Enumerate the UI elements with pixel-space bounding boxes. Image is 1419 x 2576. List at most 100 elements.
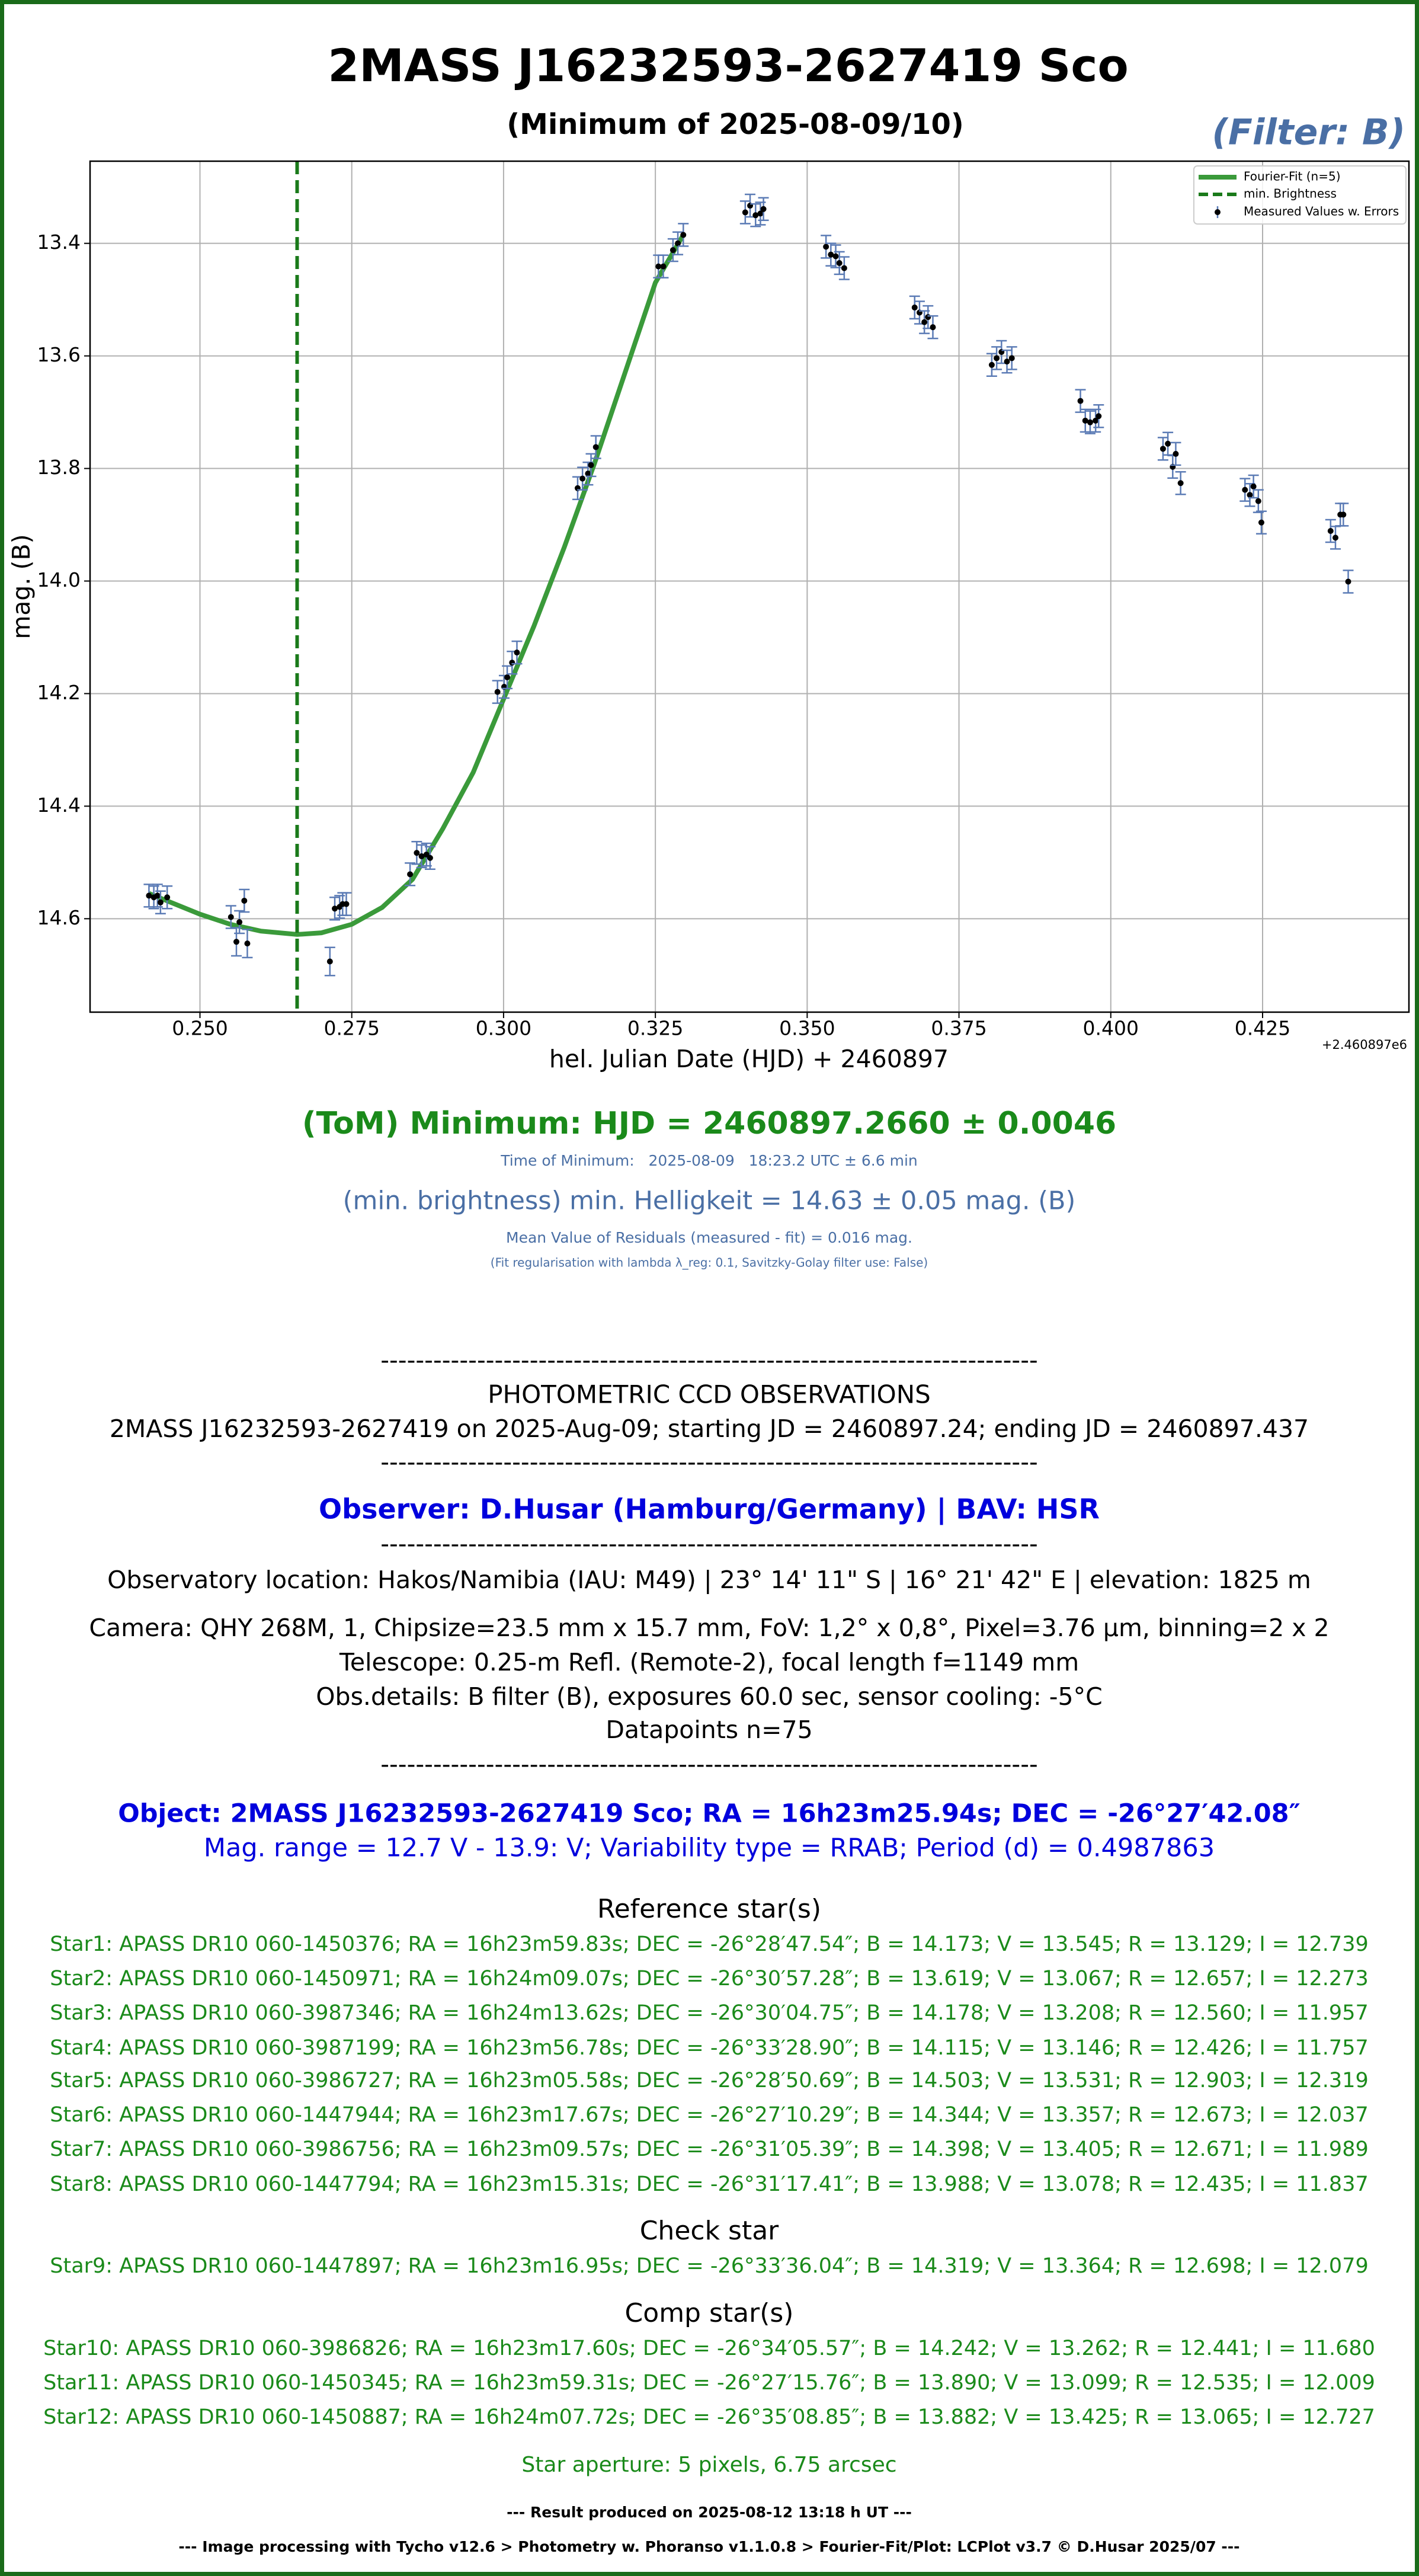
data-point [925,314,931,321]
measurement [1157,437,1168,461]
report-line: Star11: APASS DR10 060-1450345; RA = 16h… [43,2371,1375,2395]
report-line: Star4: APASS DR10 060-3987199; RA = 16h2… [50,2036,1369,2060]
legend-label: Measured Values w. Errors [1244,204,1399,219]
measurement [821,235,832,259]
data-point [1004,359,1010,365]
measurement [155,890,166,915]
data-point [760,206,767,212]
report-line: Camera: QHY 268M, 1, Chipsize=23.5 mm x … [89,1614,1329,1642]
y-axis-label: mag. (B) [7,534,36,639]
data-point [509,660,515,666]
measurement [341,892,352,916]
report-line: Star9: APASS DR10 060-1447897; RA = 16h2… [50,2254,1369,2278]
data-point [414,850,420,856]
data-point [332,905,338,912]
measurement [411,840,422,865]
report-line: Time of Minimum: 2025-08-09 18:23.2 UTC … [500,1152,918,1169]
report-line: ----------------------------------------… [380,1448,1038,1476]
report-line: Observatory location: Hakos/Namibia (IAU… [107,1566,1311,1594]
measurement [1325,519,1336,543]
legend-swatch [1215,209,1221,215]
data-point [660,263,667,270]
legend-box [1193,165,1407,225]
report-line: Star aperture: 5 pixels, 6.75 arcsec [521,2453,896,2477]
x-tick-label: 0.400 [1083,1017,1139,1040]
measurement [1338,503,1349,527]
measurement [225,905,236,929]
report-line: Datapoints n=75 [606,1716,812,1744]
data-point [1345,578,1351,585]
data-point [228,914,234,920]
measurement [834,251,845,276]
data-point [1093,417,1099,424]
data-point [655,263,662,270]
measurement [577,466,588,491]
report-line: Star10: APASS DR10 060-3986826; RA = 16h… [43,2337,1375,2360]
data-point [841,265,847,271]
x-axis-label: hel. Julian Date (HJD) + 2460897 [549,1045,949,1073]
data-point [1082,417,1088,424]
report-line: (ToM) Minimum: HJD = 2460897.2660 ± 0.00… [302,1106,1116,1141]
measurement [329,897,341,921]
data-point [1165,440,1171,447]
data-point [585,471,591,477]
data-point [752,212,759,219]
y-tick-label: 14.2 [37,681,81,704]
data-point [930,324,936,331]
plot-frame [89,160,1410,1013]
measurement [1170,441,1181,466]
report-line: Object: 2MASS J16232593-2627419 Sco; RA … [118,1799,1301,1829]
report-line: Star8: APASS DR10 060-1447794; RA = 16h2… [50,2172,1369,2196]
data-point [1242,487,1248,493]
measurement [416,844,427,869]
x-tick-label: 0.275 [323,1017,379,1040]
measurement [1253,489,1264,513]
y-tick-label: 13.6 [37,343,81,366]
data-point [164,894,171,901]
measurement [909,295,920,320]
report-line: ----------------------------------------… [380,1346,1038,1374]
measurement [590,435,601,459]
report-line: Star1: APASS DR10 060-1450376; RA = 16h2… [50,1932,1369,1956]
y-tick-label: 14.0 [37,568,81,591]
data-point [921,319,928,325]
report-line: Mag. range = 12.7 V - 13.9: V; Variabili… [204,1833,1215,1863]
data-point [1255,498,1261,504]
data-point [988,361,995,368]
chart-title: 2MASS J16232593-2627419 Sco [328,39,1128,92]
chart-subtitle: (Minimum of 2025-08-09/10) [507,108,964,141]
report-line: Mean Value of Residuals (measured - fit)… [506,1229,912,1246]
report-line: --- Image processing with Tycho v12.6 > … [178,2538,1239,2555]
y-tick-label: 13.8 [37,456,81,479]
report-line: Check star [640,2216,779,2246]
measurement [750,203,761,228]
measurement [1255,510,1267,535]
report-line: (min. brightness) min. Helligkeit = 14.6… [343,1186,1076,1216]
measurement [1093,404,1104,428]
measurement [502,665,513,690]
data-point [1173,450,1179,457]
x-tick-label: 0.250 [172,1017,228,1040]
report-line: Star3: APASS DR10 060-3987346; RA = 16h2… [50,2001,1369,2025]
report-line: Reference star(s) [597,1894,821,1924]
measurement [1090,408,1101,433]
filter-label: (Filter: B) [1212,112,1405,153]
report-line: PHOTOMETRIC CCD OBSERVATIONS [488,1380,931,1409]
data-point [1096,413,1102,420]
data-point [832,253,839,260]
report-line: Star6: APASS DR10 060-1447944; RA = 16h2… [50,2103,1369,2127]
measurement [825,242,837,267]
data-point [828,251,834,258]
data-point [427,855,433,861]
data-point [1159,446,1166,452]
measurement [739,200,751,225]
measurement [1343,569,1354,594]
report-line: (Fit regularisation with lambda λ_reg: 0… [491,1256,928,1270]
measurement [1239,478,1251,502]
report-line: Comp star(s) [625,2298,794,2328]
measurement [838,256,850,280]
data-point [592,444,599,450]
measurement [1006,346,1017,370]
data-point [1177,480,1184,487]
measurement [582,461,594,486]
